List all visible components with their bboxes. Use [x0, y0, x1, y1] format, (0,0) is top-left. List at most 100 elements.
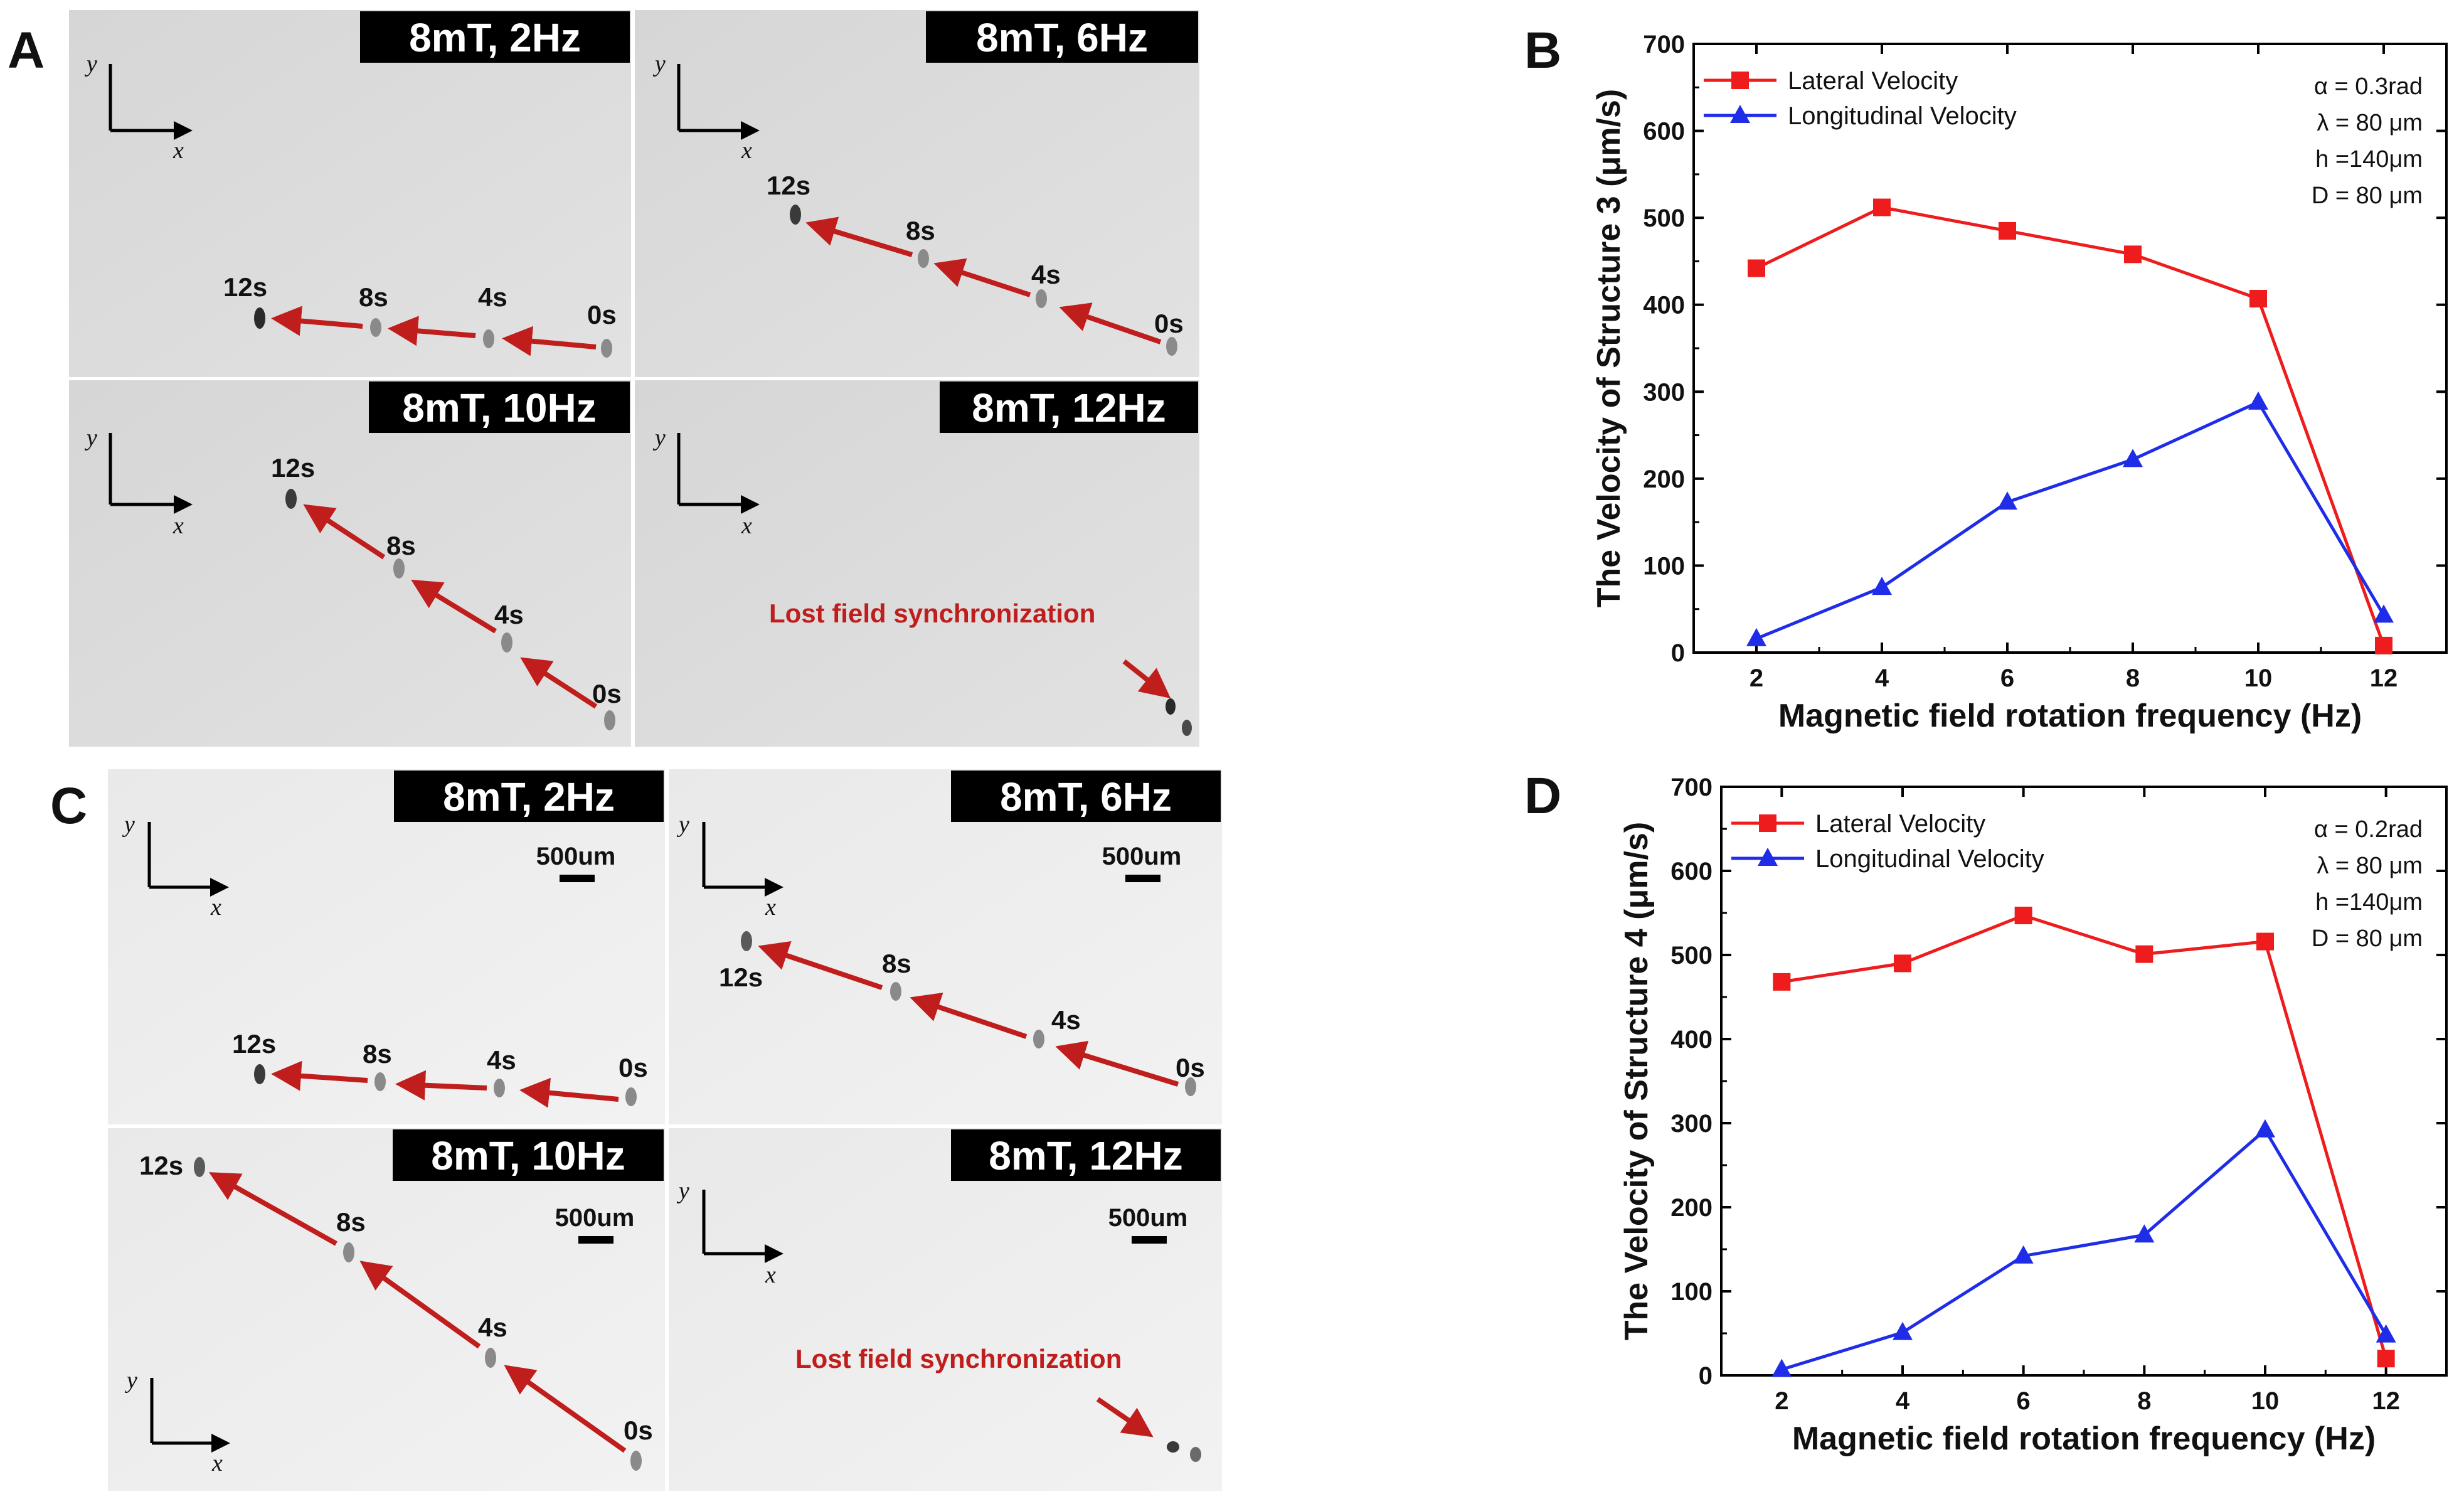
robot-position — [494, 1079, 505, 1097]
x-tick-label: 12 — [2372, 1387, 2400, 1415]
data-point-longitudinal — [2013, 1245, 2034, 1264]
y-axis-letter: y — [84, 425, 97, 451]
axes-indicator: y x — [676, 1178, 783, 1288]
trajectory-arrow — [411, 579, 497, 634]
data-point-lateral — [2135, 945, 2153, 963]
time-label: 8s — [906, 216, 935, 245]
data-point-longitudinal — [1893, 1321, 1913, 1340]
data-point-longitudinal — [2255, 1119, 2275, 1138]
time-label: 0s — [1154, 309, 1184, 338]
robot-position — [790, 205, 801, 225]
trajectory-arrow — [758, 941, 883, 990]
time-label: 4s — [487, 1045, 516, 1075]
x-axis-letter: x — [765, 1262, 776, 1288]
y-tick-label: 100 — [1643, 552, 1685, 580]
y-axis-letter: y — [122, 811, 135, 838]
robot-position — [254, 307, 265, 329]
robot-position — [343, 1242, 354, 1262]
condition-label: 8mT, 12Hz — [972, 385, 1166, 430]
axes-indicator: y x — [124, 1367, 230, 1476]
condition-banner — [393, 1129, 664, 1181]
robot-position — [1166, 337, 1177, 356]
time-label: 4s — [478, 282, 507, 312]
x-tick-label: 4 — [1875, 664, 1889, 692]
data-point-lateral — [2124, 245, 2142, 264]
time-label: 8s — [386, 531, 416, 560]
scale-bar — [1125, 875, 1160, 882]
panel-letter-a: A — [8, 22, 45, 79]
robot-position — [630, 1451, 642, 1471]
y-axis-title: The Velocity of Structure 4 (μm/s) — [1618, 822, 1655, 1340]
parameter-annotation: λ = 80 μm — [2317, 853, 2423, 879]
y-tick-label: 200 — [1643, 466, 1685, 493]
tile-a-10hz: 8mT, 10Hz y x 12s 8s 4s 0s — [69, 380, 631, 747]
robot-position — [374, 1072, 386, 1091]
y-tick-label: 700 — [1643, 31, 1685, 58]
parameter-annotation: D = 80 μm — [2312, 183, 2423, 209]
robot-position — [1167, 1441, 1179, 1453]
time-label: 8s — [882, 949, 911, 978]
chart-structure-4: D 0 100 200 300 400 500 600 700 2 4 6 8 10 12 Magnetic… — [1524, 767, 2448, 1457]
data-point-lateral — [1873, 198, 1891, 216]
panel-letter-d: D — [1524, 767, 1561, 824]
parameter-annotation: α = 0.2rad — [2314, 816, 2423, 843]
time-label: 4s — [1031, 260, 1061, 289]
data-point-longitudinal — [1872, 577, 1892, 595]
y-tick-label: 100 — [1670, 1278, 1713, 1306]
scale-bar-label: 500um — [1108, 1204, 1188, 1232]
x-tick-label: 8 — [2126, 664, 2140, 692]
data-point-longitudinal — [2376, 1324, 2396, 1343]
micrograph-background — [69, 10, 631, 377]
tile-c-10hz: 8mT, 10Hz 500um y x 12s 8s 4s 0s — [108, 1128, 665, 1491]
data-point-lateral — [1894, 954, 1911, 973]
time-label: 4s — [1051, 1005, 1081, 1035]
trajectory-arrow — [519, 1077, 619, 1108]
x-tick-label: 6 — [2017, 1387, 2031, 1415]
trajectory-arrow — [1122, 659, 1171, 698]
time-label: 12s — [223, 272, 267, 302]
time-label: 0s — [1176, 1053, 1205, 1082]
tile-c-12hz: 8mT, 12Hz 500um y x Lost field synchroni… — [669, 1128, 1222, 1491]
legend-marker — [1731, 72, 1749, 89]
micrograph-background — [635, 10, 1199, 377]
robot-position — [501, 632, 512, 653]
lost-sync-note: Lost field synchronization — [795, 1344, 1122, 1373]
data-point-longitudinal — [1771, 1358, 1792, 1377]
condition-label: 8mT, 10Hz — [431, 1133, 625, 1178]
axes-indicator: y x — [84, 51, 193, 164]
time-label: 4s — [494, 600, 524, 629]
y-tick-label: 0 — [1671, 639, 1685, 667]
parameter-annotation: h =140μm — [2315, 146, 2423, 173]
time-label: 4s — [478, 1313, 507, 1342]
trajectory-arrow — [303, 504, 386, 560]
data-point-longitudinal — [2123, 449, 2143, 467]
lost-sync-note: Lost field synchronization — [769, 599, 1095, 628]
robot-position — [1166, 698, 1176, 715]
series-line-longitudinal — [1781, 1127, 2387, 1372]
robot-position — [393, 558, 405, 579]
time-label: 12s — [767, 171, 810, 200]
time-label: 12s — [719, 963, 763, 992]
condition-banner — [360, 11, 630, 63]
time-label: 0s — [592, 679, 622, 708]
time-label: 0s — [619, 1053, 648, 1082]
legend-marker — [1759, 814, 1776, 832]
data-point-longitudinal — [2134, 1224, 2155, 1243]
trajectory-arrow — [388, 316, 476, 346]
robot-position — [604, 710, 615, 730]
legend-label: Lateral Velocity — [1815, 810, 1985, 838]
data-point-longitudinal — [2374, 604, 2394, 623]
x-axis-title: Magnetic field rotation frequency (Hz) — [1778, 698, 2362, 734]
panel-letter-b: B — [1524, 22, 1561, 79]
condition-banner — [369, 381, 630, 433]
trajectory-arrow — [359, 1261, 481, 1349]
y-tick-label: 700 — [1670, 774, 1713, 801]
robot-position — [625, 1087, 637, 1106]
x-axis-letter: x — [765, 894, 776, 920]
x-tick-label: 10 — [2244, 664, 2273, 692]
scale-bar — [578, 1236, 613, 1244]
data-point-longitudinal — [1746, 627, 1766, 646]
axes-indicator: y x — [122, 811, 229, 920]
chart-structure-3: B 0 100 200 300 400 500 600 700 2 4 6 8 10 12 Magnetic… — [1524, 22, 2448, 734]
x-axis-letter: x — [741, 137, 752, 164]
